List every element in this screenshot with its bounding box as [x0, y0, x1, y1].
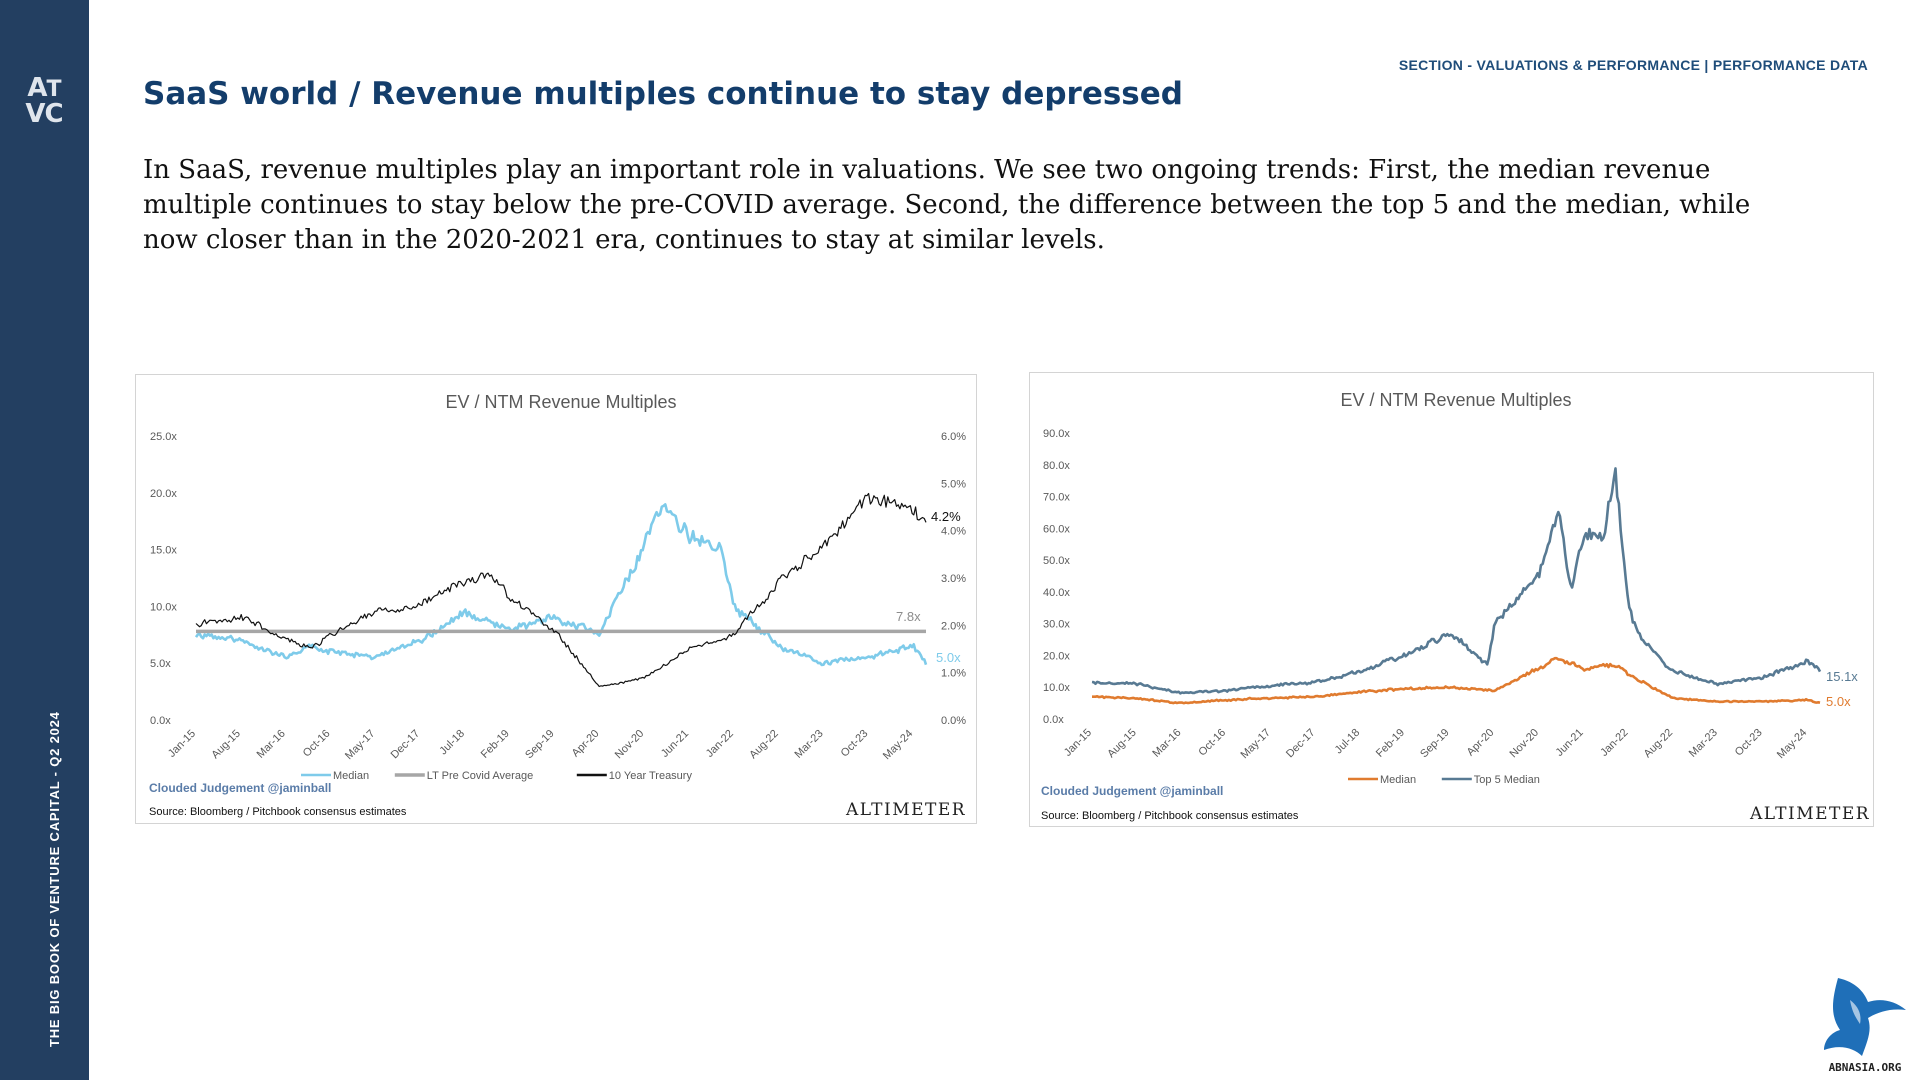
y-tick-label: 0.0x — [150, 715, 171, 727]
legend-label: 10 Year Treasury — [609, 770, 693, 782]
chart-title: EV / NTM Revenue Multiples — [445, 392, 676, 412]
y-tick-label: 70.0x — [1043, 492, 1070, 504]
chart-panel-left: EV / NTM Revenue Multiples 0.0x 5.0x 10.0x 1… — [135, 374, 977, 824]
x-tick-label: May-24 — [881, 728, 915, 762]
chart-credit: Clouded Judgement @jaminball — [1041, 784, 1223, 798]
chart-right-svg: EV / NTM Revenue Multiples 0.0x 10.0x 20.0x… — [1041, 390, 1870, 824]
x-tick-label: Apr-20 — [1465, 727, 1497, 759]
x-tick-label: Jan-15 — [1062, 727, 1094, 759]
x-tick-label: Feb-19 — [479, 728, 512, 761]
y2-tick-label: 6.0% — [941, 431, 966, 443]
y-tick-label: 20.0x — [150, 488, 177, 500]
atvc-logo: AT VC — [25, 73, 63, 129]
y-tick-label: 15.0x — [150, 545, 177, 557]
x-tick-label: Feb-19 — [1374, 727, 1407, 760]
series-line-median — [194, 503, 928, 667]
chart-source: Source: Bloomberg / Pitchbook consensus … — [149, 806, 407, 818]
legend-label: Median — [333, 770, 369, 782]
abnasia-logo-text: ABNASIA.ORG — [1829, 1061, 1902, 1074]
chart-brand: ALTIMETER — [845, 800, 966, 820]
x-tick-label: Jun-21 — [659, 728, 691, 760]
end-value-label: 7.8x — [896, 609, 921, 624]
end-value-label: 5.0x — [936, 650, 961, 665]
y2-tick-label: 0.0% — [941, 715, 966, 727]
x-tick-label: May-24 — [1775, 727, 1809, 761]
series-line-top-5-median — [1091, 467, 1822, 695]
series-line-median — [1092, 656, 1821, 705]
y-tick-label: 5.0x — [150, 658, 171, 670]
x-tick-label: Jan-22 — [704, 728, 736, 760]
x-tick-label: Aug-22 — [747, 728, 781, 762]
chart-panel-right: EV / NTM Revenue Multiples 0.0x 10.0x 20.0x… — [1029, 372, 1874, 827]
x-tick-label: Aug-22 — [1642, 727, 1676, 761]
x-tick-label: Sep-19 — [523, 728, 557, 762]
book-title-vertical: THE BIG BOOK OF VENTURE CAPITAL - Q2 202… — [47, 711, 62, 1047]
page-title: SaaS world / Revenue multiples continue … — [143, 76, 1183, 112]
x-tick-label: May-17 — [343, 728, 377, 762]
sidebar: AT VC THE BIG BOOK OF VENTURE CAPITAL - … — [0, 0, 89, 1080]
body-text: In SaaS, revenue multiples play an impor… — [143, 155, 1751, 255]
x-tick-label: Oct-23 — [839, 728, 871, 760]
section-label: SECTION - VALUATIONS & PERFORMANCE | PER… — [1398, 57, 1868, 73]
legend-label: LT Pre Covid Average — [427, 770, 533, 782]
y-tick-label: 30.0x — [1043, 619, 1070, 631]
y2-tick-label: 5.0% — [941, 478, 966, 490]
x-tick-label: Dec-17 — [1284, 727, 1318, 761]
y-tick-label: 60.0x — [1043, 523, 1070, 535]
chart-source: Source: Bloomberg / Pitchbook consensus … — [1041, 810, 1299, 822]
y2-tick-label: 3.0% — [941, 573, 966, 585]
legend-label: Top 5 Median — [1474, 774, 1540, 786]
y2-tick-label: 1.0% — [941, 668, 966, 680]
x-tick-label: Nov-20 — [613, 728, 647, 762]
y2-tick-label: 4.0% — [941, 526, 966, 538]
y-tick-label: 0.0x — [1043, 714, 1064, 726]
x-tick-label: Jul-18 — [1333, 727, 1363, 757]
legend-label: Median — [1380, 774, 1416, 786]
x-tick-label: Oct-23 — [1733, 727, 1765, 759]
y-tick-label: 25.0x — [150, 431, 177, 443]
x-tick-label: Dec-17 — [389, 728, 423, 762]
x-tick-label: Aug-15 — [209, 728, 243, 762]
chart-title: EV / NTM Revenue Multiples — [1340, 390, 1571, 410]
x-tick-label: Mar-23 — [1687, 727, 1720, 760]
chart-left-svg: EV / NTM Revenue Multiples 0.0x 5.0x 10.0x 1… — [149, 392, 966, 820]
x-tick-label: Mar-16 — [255, 728, 288, 761]
abnasia-logo: ABNASIA.ORG — [1824, 978, 1906, 1074]
x-tick-label: Jun-21 — [1554, 727, 1586, 759]
x-tick-label: Oct-16 — [1196, 727, 1228, 759]
y-tick-label: 90.0x — [1043, 428, 1070, 440]
chart-credit: Clouded Judgement @jaminball — [149, 781, 331, 795]
y-tick-label: 20.0x — [1043, 650, 1070, 662]
end-value-label: 4.2% — [931, 509, 961, 524]
x-tick-label: Nov-20 — [1508, 727, 1542, 761]
x-tick-label: Jan-22 — [1598, 727, 1630, 759]
y2-tick-label: 2.0% — [941, 620, 966, 632]
y-tick-label: 50.0x — [1043, 555, 1070, 567]
x-tick-label: Jul-18 — [437, 728, 467, 758]
x-tick-label: Apr-20 — [570, 728, 602, 760]
x-tick-label: Aug-15 — [1105, 727, 1139, 761]
x-tick-label: Jan-15 — [166, 728, 198, 760]
x-tick-label: Mar-16 — [1150, 727, 1183, 760]
x-tick-label: Mar-23 — [793, 728, 826, 761]
y-tick-label: 40.0x — [1043, 587, 1070, 599]
x-tick-label: Sep-19 — [1418, 727, 1452, 761]
y-tick-label: 10.0x — [150, 601, 177, 613]
series-line-10-year-treasury — [195, 492, 927, 688]
y-tick-label: 80.0x — [1043, 460, 1070, 472]
end-value-label: 5.0x — [1826, 694, 1851, 709]
y-tick-label: 10.0x — [1043, 682, 1070, 694]
chart-brand: ALTIMETER — [1749, 804, 1870, 824]
end-value-label: 15.1x — [1826, 669, 1858, 684]
x-tick-label: Oct-16 — [301, 728, 333, 760]
x-tick-label: May-17 — [1239, 727, 1273, 761]
